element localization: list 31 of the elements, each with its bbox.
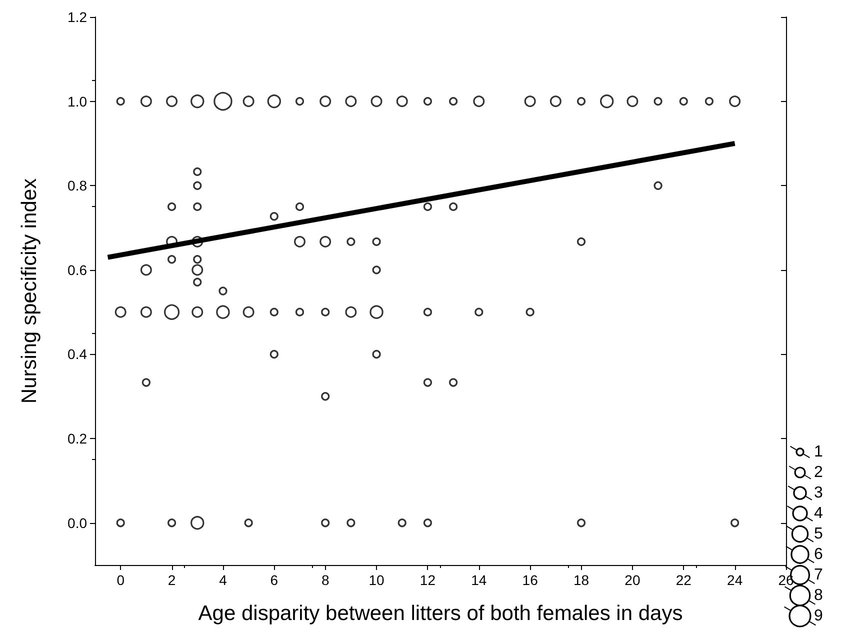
x-tick-label: 0 — [116, 572, 125, 588]
y-tick-label: 1.2 — [68, 9, 88, 25]
y-axis-title: Nursing specificity index — [18, 178, 41, 404]
y-tick-label: 0.8 — [68, 178, 88, 194]
legend-label: 2 — [814, 464, 823, 481]
x-tick-label: 10 — [368, 572, 385, 588]
y-tick-label: 0.2 — [68, 430, 88, 447]
legend-label: 8 — [814, 587, 823, 604]
x-tick-label: 14 — [471, 572, 487, 588]
y-tick-label: 1.0 — [68, 93, 88, 110]
x-tick-label: 12 — [420, 572, 436, 588]
x-tick-label: 4 — [219, 572, 228, 588]
y-tick-label: 0.0 — [68, 514, 88, 531]
x-tick-label: 18 — [573, 572, 590, 588]
x-tick-label: 20 — [624, 572, 640, 588]
y-tick-label: 0.4 — [68, 346, 88, 362]
legend-label: 5 — [814, 526, 823, 542]
x-tick-label: 24 — [727, 572, 743, 588]
x-tick-label: 16 — [522, 572, 538, 588]
legend-label: 3 — [814, 484, 823, 502]
legend-label: 1 — [814, 444, 823, 460]
y-tick-label: 0.6 — [68, 262, 88, 278]
legend-label: 4 — [814, 505, 823, 522]
x-tick-label: 22 — [676, 572, 692, 588]
x-tick-label: 2 — [168, 572, 176, 588]
legend-label: 6 — [814, 546, 823, 563]
legend-label: 7 — [814, 566, 823, 584]
x-tick-label: 8 — [321, 572, 330, 588]
x-axis-title: Age disparity between litters of both females in days — [198, 602, 683, 625]
legend-label: 9 — [814, 608, 823, 624]
x-tick-label: 6 — [270, 572, 278, 588]
